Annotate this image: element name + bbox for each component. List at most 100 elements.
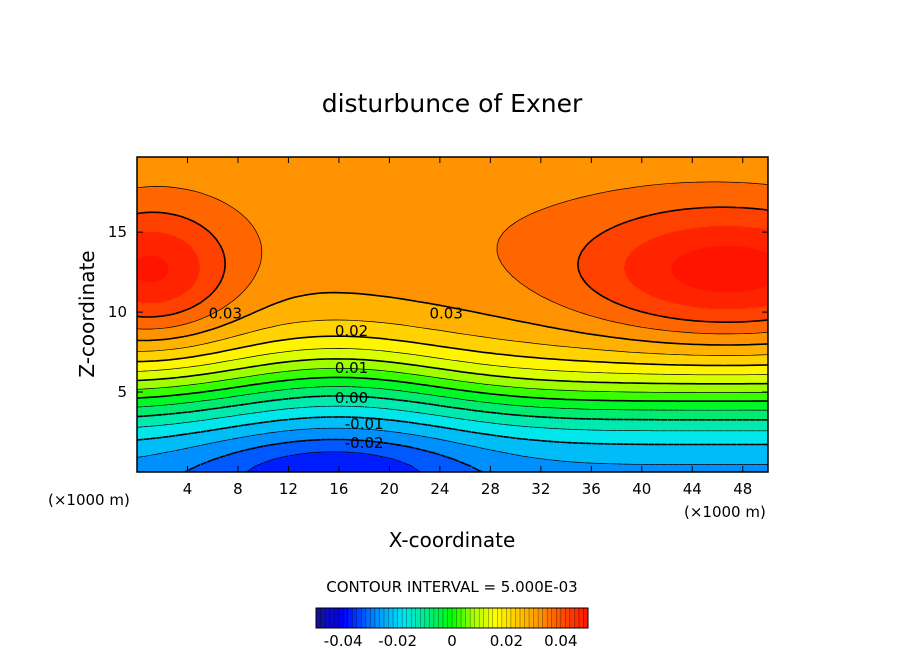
colorbar-swatch [411, 608, 417, 628]
colorbar-swatch [497, 608, 503, 628]
contour-line [137, 405, 768, 432]
colorbar-tick-label: 0.04 [544, 632, 577, 650]
colorbar-swatch [529, 608, 534, 628]
colorbar-swatch [556, 608, 562, 628]
colorbar-swatch [338, 608, 344, 628]
colorbar-swatch [574, 608, 580, 628]
y-tick-label: 15 [108, 223, 127, 241]
colorbar-swatch [501, 608, 507, 628]
contour-line [137, 319, 768, 356]
x-tick-label: 8 [233, 480, 243, 498]
colorbar-swatch [438, 608, 444, 628]
chart-title: disturbunce of Exner [322, 89, 583, 118]
colorbar-tick-label: -0.04 [324, 632, 363, 650]
colorbar-swatch [515, 608, 521, 628]
colorbar-frame [315, 607, 589, 629]
x-tick-label: 48 [733, 480, 752, 498]
y-tick-label: 5 [117, 383, 127, 401]
colorbar-swatch [329, 608, 335, 628]
x-tick-label: 36 [582, 480, 601, 498]
colorbar-swatch [356, 608, 362, 628]
colorbar-swatch [560, 608, 566, 628]
contour-line [137, 348, 768, 376]
colorbar-swatch [542, 608, 548, 628]
colorbar-swatch [565, 608, 571, 628]
contour-label: 0.03 [429, 304, 462, 322]
colorbar-swatch [474, 608, 480, 628]
colorbar-swatch [406, 608, 412, 628]
colorbar-swatch [452, 608, 457, 628]
colorbar-swatch [397, 608, 403, 628]
contour-line [137, 335, 768, 367]
colorbar-swatch [343, 608, 349, 628]
contour-line [137, 386, 768, 411]
colorbar [315, 608, 589, 628]
contour-labels: 0.03 0.03 0.02 0.01 0.00 -0.01-0.02 [209, 304, 463, 452]
colorbar-swatch [352, 608, 358, 628]
contour-line [137, 416, 768, 446]
colorbar-swatch [578, 608, 584, 628]
colorbar-swatch [583, 608, 589, 628]
colorbar-swatch [433, 608, 439, 628]
colorbar-swatch [424, 608, 430, 628]
x-axis-label: X-coordinate [389, 528, 516, 552]
x-tick-label: 12 [279, 480, 298, 498]
x-tick-label: 20 [380, 480, 399, 498]
contour-label: 0.01 [335, 359, 368, 377]
colorbar-swatch [316, 608, 321, 628]
colorbar-swatch [520, 608, 525, 628]
y-tick-label: 10 [108, 303, 127, 321]
colorbar-tick-labels: -0.04 -0.02 0 0.02 0.04 [324, 632, 578, 650]
colorbar-swatch [524, 608, 530, 628]
x-tick-label: 4 [183, 480, 193, 498]
colorbar-swatch [488, 608, 494, 628]
contour-label: 0.03 [209, 304, 242, 322]
contour-label: 0.02 [335, 322, 368, 340]
contour-line [137, 427, 768, 465]
colorbar-swatch [320, 608, 326, 628]
contour-line [137, 206, 768, 323]
colorbar-tick-label: 0 [447, 632, 457, 650]
colorbar-swatch [442, 608, 448, 628]
colorbar-swatch [384, 608, 389, 628]
colorbar-swatch [393, 608, 398, 628]
colorbar-swatch [374, 608, 380, 628]
contour-line [137, 367, 768, 393]
colorbar-swatch [402, 608, 407, 628]
contour-lines [137, 181, 768, 472]
colorbar-swatch [361, 608, 367, 628]
colorbar-swatch [533, 608, 539, 628]
colorbar-swatch [388, 608, 394, 628]
colorbar-swatch [470, 608, 475, 628]
colorbar-swatch [370, 608, 376, 628]
colorbar-swatch [415, 608, 421, 628]
contour-line [137, 181, 768, 335]
colorbar-swatch [569, 608, 575, 628]
colorbar-swatch [506, 608, 512, 628]
x-axis-ticks: 4 8 12 16 20 24 28 32 36 40 44 48 [183, 157, 752, 498]
colorbar-swatch [510, 608, 516, 628]
colorbar-swatch [420, 608, 426, 628]
contour-label: -0.01 [345, 415, 384, 433]
y-axis-ticks: 5 10 15 [108, 223, 768, 401]
x-tick-label: 44 [683, 480, 702, 498]
contour-interval-label: CONTOUR INTERVAL = 5.000E-03 [326, 578, 577, 596]
contour-label: 0.00 [335, 389, 368, 407]
contour-line [137, 376, 768, 402]
x-tick-label: 40 [632, 480, 651, 498]
x-tick-label: 16 [329, 480, 348, 498]
colorbar-swatch [479, 608, 485, 628]
colorbar-swatch [483, 608, 489, 628]
contour-line [137, 395, 768, 421]
plot-frame [136, 156, 769, 473]
colorbar-swatch [465, 608, 471, 628]
colorbar-swatch [347, 608, 353, 628]
contour-line [137, 358, 768, 385]
x-tick-label: 28 [481, 480, 500, 498]
colorbar-swatch [456, 608, 462, 628]
contour-field [137, 157, 768, 472]
colorbar-swatch [547, 608, 553, 628]
colorbar-swatch [429, 608, 435, 628]
colorbar-swatch [447, 608, 453, 628]
